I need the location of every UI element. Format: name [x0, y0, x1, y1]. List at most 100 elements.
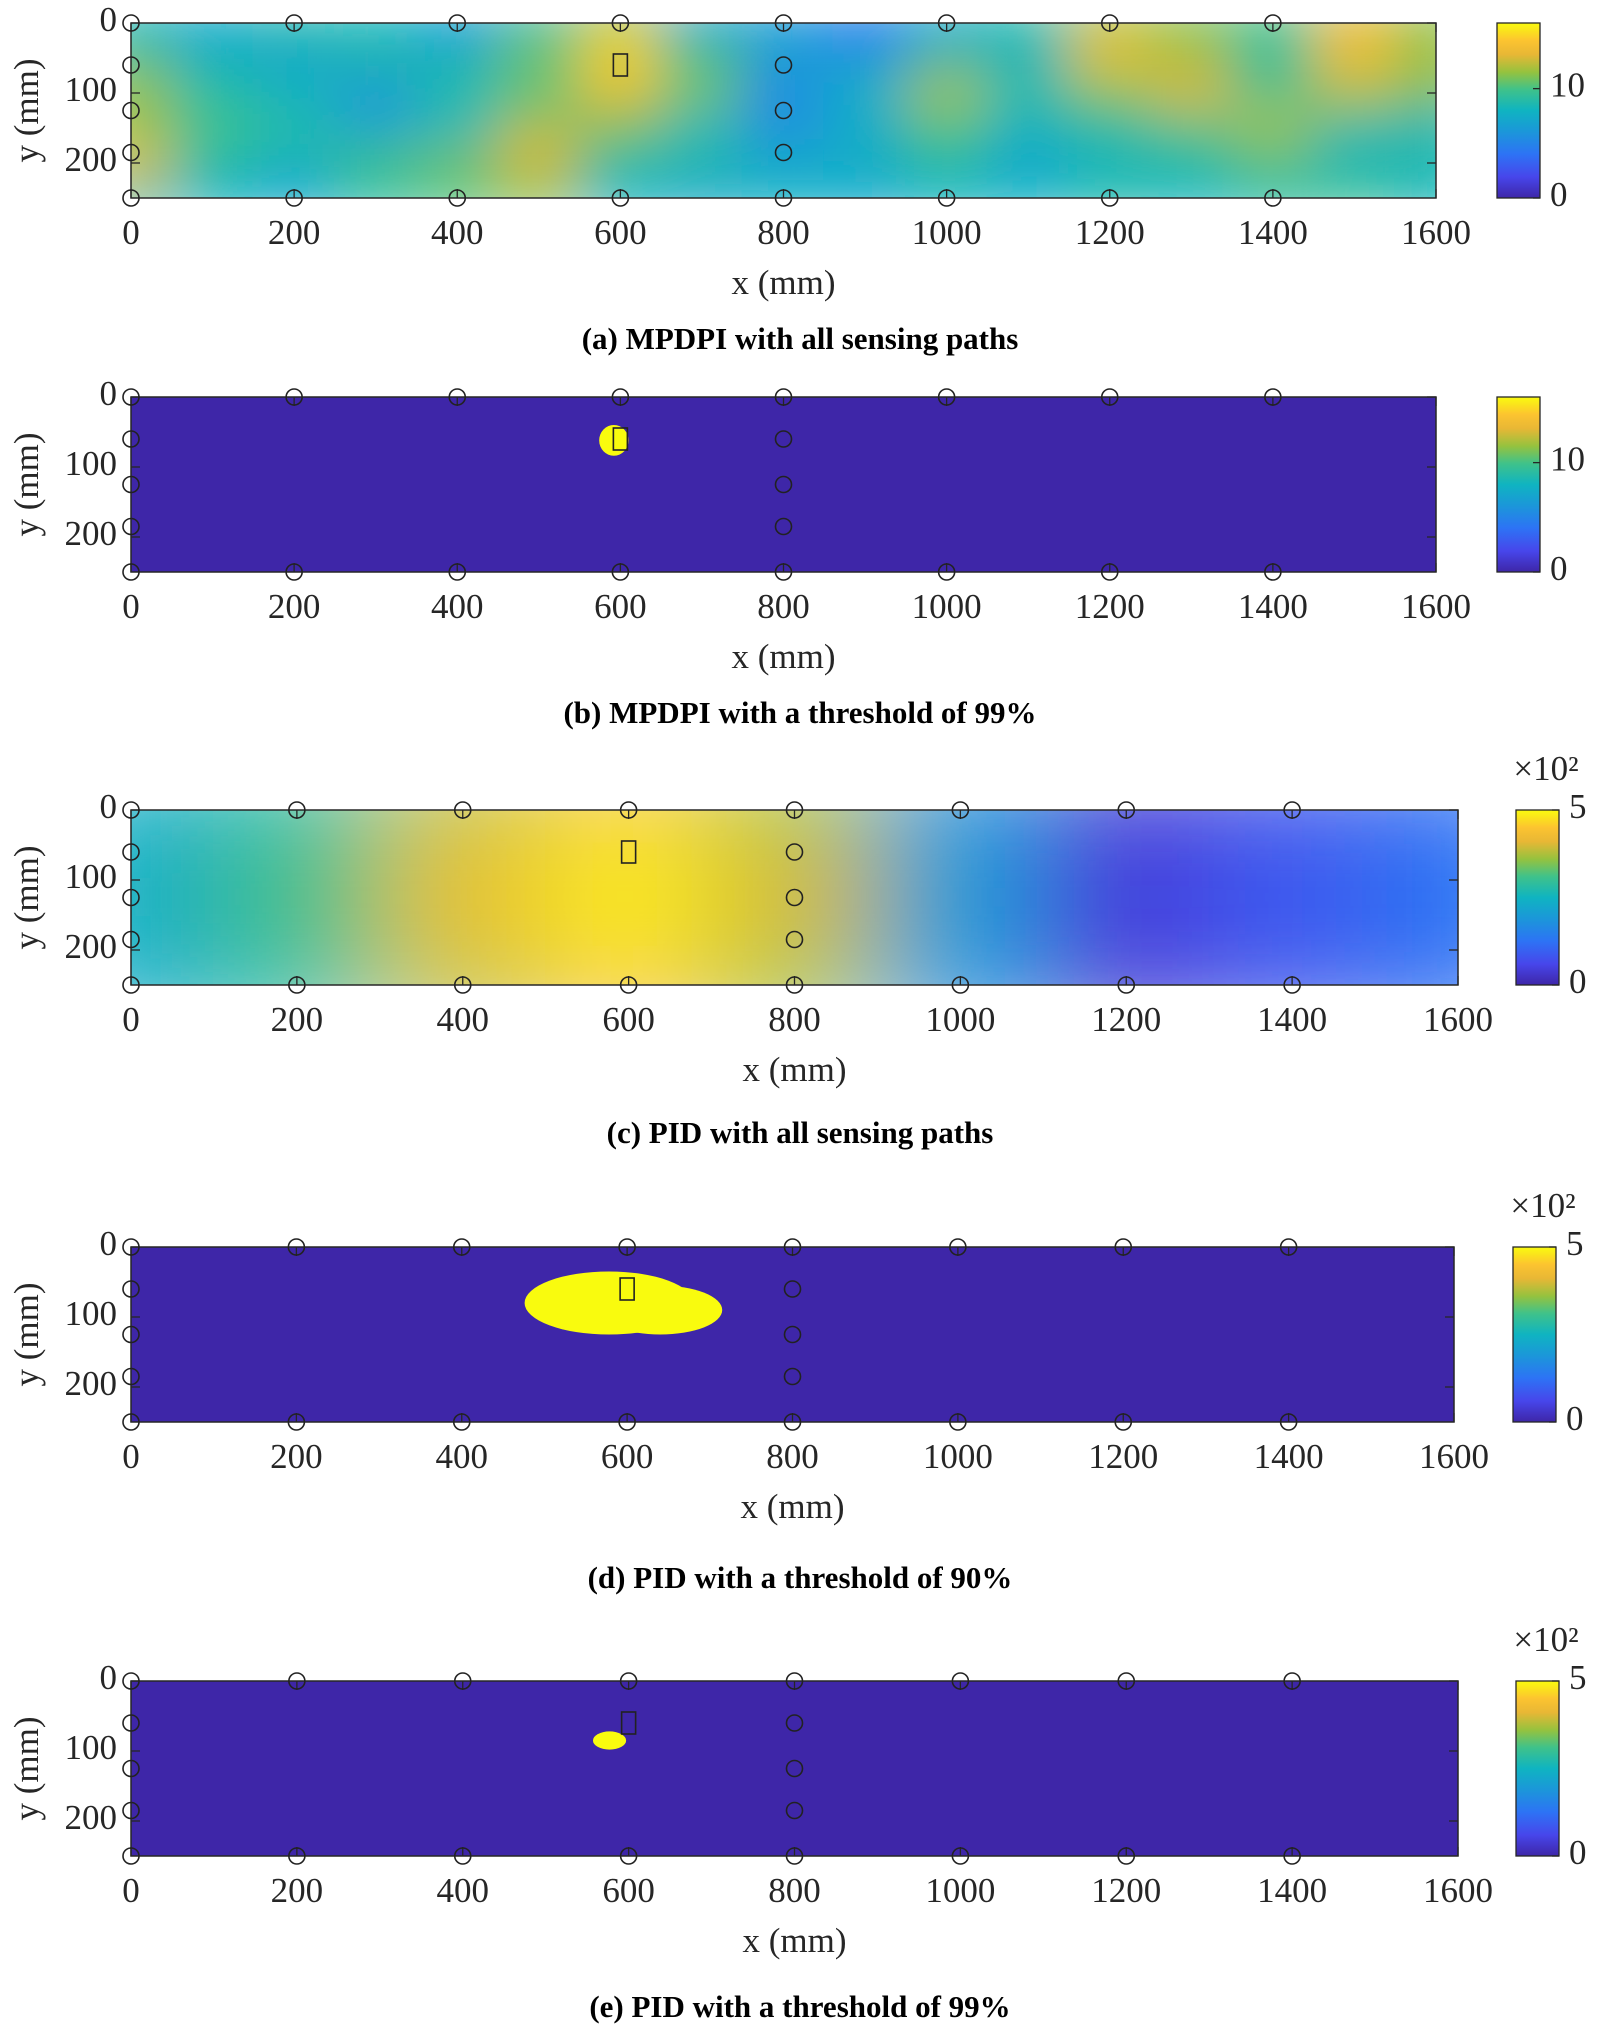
colorbar-tick-label: 5: [1566, 1224, 1584, 1263]
sensor: [122, 430, 140, 448]
sensor: [1114, 1238, 1133, 1256]
heatmap-cell: [823, 179, 907, 198]
x-tick-label: 1400: [1238, 587, 1308, 626]
colorbar-tick-label: 0: [1566, 1399, 1584, 1438]
heatmap-cell: [1374, 852, 1458, 943]
heatmap-cell: [1312, 144, 1397, 182]
sensor: [122, 1238, 140, 1256]
sensor: [122, 388, 140, 406]
x-tick-label: 400: [437, 1871, 490, 1910]
colorbar: [1512, 1246, 1557, 1423]
sensor: [1100, 14, 1119, 32]
heatmap-cell: [660, 179, 744, 198]
x-tick-label: 1200: [1091, 1871, 1161, 1910]
y-tick-label: 200: [65, 927, 118, 966]
x-tick-label: 200: [268, 213, 321, 252]
sensor: [453, 1847, 472, 1865]
sensor: [288, 1672, 306, 1690]
heatmap-cell: [986, 179, 1070, 198]
sensor: [785, 1714, 804, 1732]
x-tick-label: 800: [757, 213, 810, 252]
colorbar-tick-label: 0: [1550, 175, 1568, 214]
heatmap-cell: [578, 74, 663, 112]
sensor: [774, 101, 793, 120]
heatmap-cell: [1374, 810, 1458, 855]
sensor: [122, 1413, 140, 1431]
heatmap-cell: [741, 23, 826, 42]
sensor: [122, 888, 140, 907]
heatmap-cell: [904, 23, 989, 42]
x-axis-label: x (mm): [742, 1050, 846, 1089]
sensor: [949, 1238, 967, 1256]
y-tick-label: 200: [65, 514, 118, 553]
colorbar-scale: ×10²: [1513, 749, 1578, 788]
heatmap-cell: [660, 74, 744, 112]
x-tick-label: 1200: [1088, 1437, 1158, 1476]
sensor: [619, 1672, 638, 1690]
heatmap-cell: [333, 109, 418, 147]
caption: (c) PID with all sensing paths: [607, 1115, 994, 1150]
heatmap-cell: [252, 74, 336, 112]
x-tick-label: 1600: [1419, 1437, 1489, 1476]
heatmap-cell: [497, 74, 581, 112]
heatmap-cell: [1312, 109, 1397, 147]
heatmap-cell: [823, 74, 907, 112]
sensor: [611, 14, 630, 32]
heatmap-cell: [333, 39, 418, 77]
sensor: [774, 14, 793, 32]
y-tick-label: 200: [65, 1364, 118, 1403]
heatmap-cell: [741, 74, 826, 112]
colorbar: [1515, 809, 1560, 986]
x-tick-label: 200: [271, 1871, 324, 1910]
sensor: [453, 976, 472, 994]
sensor: [122, 1367, 140, 1386]
heatmap-cell: [497, 144, 581, 182]
x-tick-label: 800: [768, 1871, 821, 1910]
sensor: [611, 563, 630, 581]
sensor: [951, 1847, 970, 1865]
sensor: [122, 801, 140, 819]
sensor: [122, 56, 140, 74]
heatmap-cell: [986, 109, 1070, 147]
sensor: [774, 517, 793, 536]
plot-area: [131, 1247, 1454, 1422]
x-tick-label: 0: [122, 213, 140, 252]
heatmap-cell: [252, 109, 336, 147]
heatmap-cell: [904, 74, 989, 112]
x-tick-label: 800: [768, 1000, 821, 1039]
sensor: [949, 1413, 967, 1431]
heatmap-cell: [333, 144, 418, 182]
y-tick-label: 100: [65, 444, 118, 483]
sensor: [285, 563, 303, 581]
heatmap-cell: [170, 39, 255, 77]
colorbar: [1496, 22, 1541, 199]
sensor: [122, 1801, 140, 1820]
sensor: [785, 1847, 804, 1865]
sensor: [288, 976, 306, 994]
heatmap-cell: [986, 144, 1070, 182]
heatmap-cell: [1394, 23, 1436, 42]
heatmap-background: [131, 1247, 1454, 1422]
x-tick-label: 1000: [912, 213, 982, 252]
heatmap-cell: [170, 23, 255, 42]
y-tick-label: 0: [100, 0, 118, 39]
heatmap-cell: [1067, 179, 1152, 198]
plot-area: [131, 397, 1436, 572]
x-tick-label: 1000: [912, 587, 982, 626]
x-tick-label: 600: [602, 1000, 655, 1039]
sensor: [122, 930, 140, 949]
sensor: [122, 1672, 140, 1690]
x-tick-label: 1200: [1075, 587, 1145, 626]
x-tick-label: 1200: [1075, 213, 1145, 252]
sensor: [774, 56, 793, 74]
x-tick-label: 1000: [923, 1437, 993, 1476]
sensor: [785, 1759, 804, 1778]
heatmap-cell: [823, 144, 907, 182]
caption: (b) MPDPI with a threshold of 99%: [563, 695, 1036, 730]
heatmap-cell: [1067, 23, 1152, 42]
x-tick-label: 1200: [1091, 1000, 1161, 1039]
sensor: [1283, 1847, 1301, 1865]
sensor: [287, 1238, 306, 1256]
sensor: [619, 1847, 638, 1865]
